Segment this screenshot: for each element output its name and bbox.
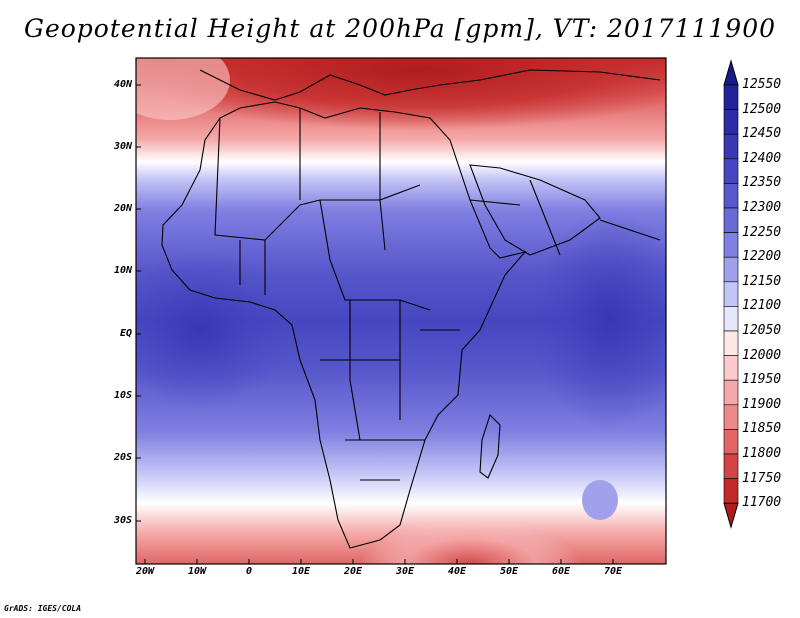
arabian-peninsula: [469, 164, 601, 256]
credit-text: GrADS: IGES/COLA: [4, 604, 82, 613]
lat-label-20n: 20N: [113, 203, 132, 214]
colorbar-swatch: [723, 158, 739, 184]
madagascar: [479, 413, 501, 479]
lat-label-10s: 10S: [113, 390, 132, 401]
colorbar: [723, 59, 739, 529]
colorbar-swatch: [723, 207, 739, 233]
colorbar-swatch: [723, 281, 739, 307]
colorbar-bottom-arrow: [723, 502, 739, 529]
colorbar-swatch: [723, 478, 739, 504]
lon-label-60e: 60E: [551, 566, 571, 577]
colorbar-label: 12100: [742, 298, 782, 314]
colorbar-swatch: [723, 84, 739, 110]
lat-label-40n: 40N: [113, 79, 132, 90]
colorbar-label: 11750: [742, 470, 782, 486]
colorbar-label: 11850: [742, 421, 782, 437]
lon-label-20w: 20W: [135, 566, 155, 577]
colorbar-label: 11900: [742, 396, 782, 412]
africa-coastline: [161, 101, 527, 549]
colorbar-label: 12450: [742, 126, 782, 142]
colorbar-label: 12550: [742, 77, 782, 92]
lon-label-50e: 50E: [499, 566, 519, 577]
colorbar-label: 11800: [742, 446, 782, 461]
colorbar-swatch: [723, 379, 739, 406]
colorbar-label: 12050: [742, 323, 782, 338]
colorbar-swatch: [723, 256, 739, 283]
colorbar-label: 11950: [742, 372, 782, 388]
lon-label-10e: 10E: [291, 566, 311, 577]
map-frame: [135, 57, 667, 565]
colorbar-swatch: [723, 330, 739, 356]
colorbar-swatch: [723, 453, 739, 479]
lon-label-10w: 10W: [187, 566, 207, 577]
colorbar-label: 12250: [742, 224, 782, 240]
lat-label-30s: 30S: [113, 515, 132, 526]
colorbar-label: 12350: [742, 175, 782, 191]
lon-label-70e: 70E: [603, 566, 623, 577]
colorbar-label: 12500: [742, 101, 782, 117]
colorbar-label: 12400: [742, 150, 782, 166]
country-borders: [161, 69, 661, 549]
height-field: [136, 58, 666, 564]
europe-coast: [199, 69, 661, 101]
colorbar-swatch: [723, 429, 739, 455]
colorbar-swatch: [723, 183, 739, 209]
border-lines: [214, 108, 661, 481]
lon-label-30e: 30E: [395, 566, 415, 577]
map-title: Geopotential Height at 200hPa [gpm], VT:…: [23, 14, 777, 43]
colorbar-swatch: [723, 109, 739, 135]
colorbar-label: 12000: [742, 347, 782, 363]
colorbar-swatch: [723, 306, 739, 332]
colorbar-swatch: [723, 133, 739, 160]
lat-label-30n: 30N: [113, 141, 132, 152]
colorbar-swatch: [723, 232, 739, 258]
colorbar-label: 12300: [742, 200, 782, 215]
colorbar-swatch: [723, 404, 739, 430]
colorbar-label: 12200: [742, 249, 782, 265]
colorbar-top-arrow: [723, 59, 739, 86]
axis-ticks: [136, 84, 614, 564]
colorbar-swatch: [723, 355, 739, 381]
lon-label-0: 0: [245, 566, 253, 577]
colorbar-label: 11700: [742, 495, 782, 511]
lat-label-20s: 20S: [113, 452, 132, 463]
lon-label-40e: 40E: [447, 566, 467, 577]
lat-label-10n: 10N: [113, 265, 132, 276]
colorbar-label: 12150: [742, 273, 782, 289]
lat-label-eq: EQ: [119, 328, 132, 339]
lon-label-20e: 20E: [343, 566, 363, 577]
